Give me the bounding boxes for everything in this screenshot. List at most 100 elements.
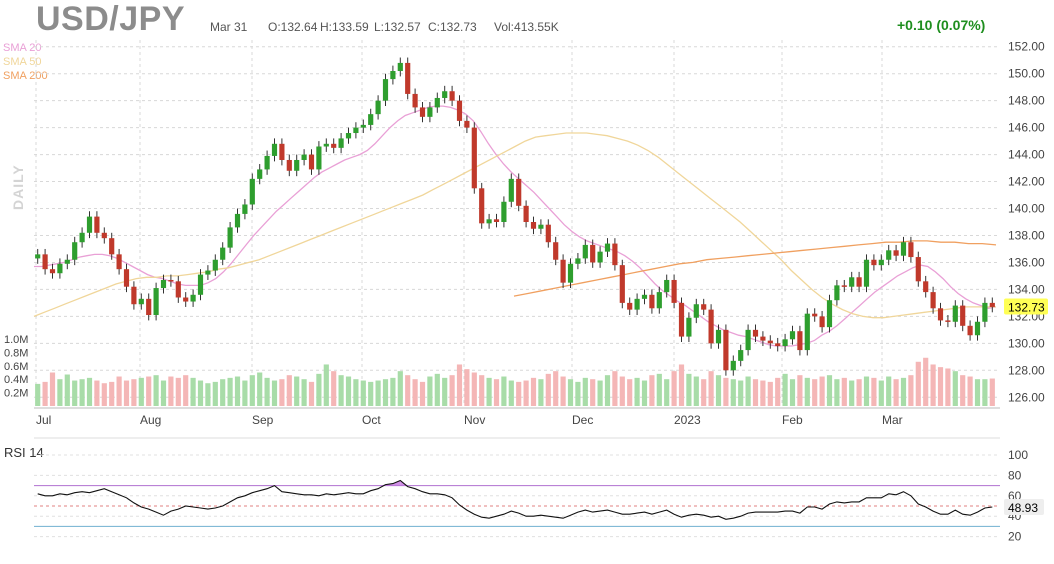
candle-body: [804, 313, 810, 351]
candle-body: [878, 259, 884, 266]
volume-bar: [353, 379, 359, 406]
candle-body: [419, 107, 426, 117]
time-tick-label: Sep: [252, 413, 274, 427]
rsi-overbought-fill: [400, 480, 408, 486]
candle-body: [782, 339, 788, 347]
candle-body: [279, 143, 285, 160]
volume-bar: [553, 371, 559, 406]
price-tick-label: 144.00: [1008, 148, 1045, 162]
price-tick-label: 148.00: [1008, 94, 1045, 108]
candle-body: [331, 143, 337, 148]
volume-bar: [168, 376, 174, 406]
volume-bar: [974, 379, 981, 406]
candle-body: [264, 155, 270, 170]
last-price-label: 132.73: [1008, 301, 1045, 315]
candle-body: [405, 62, 411, 94]
price-tick-label: 150.00: [1008, 67, 1045, 81]
candle-body: [597, 251, 603, 263]
volume-bar: [604, 375, 611, 406]
candle-body: [516, 178, 522, 206]
volume-bar: [42, 381, 48, 406]
candle-body: [553, 242, 559, 260]
price-tick-label: 126.00: [1008, 390, 1045, 404]
volume-tick-label: 0.4M: [4, 374, 28, 386]
volume-bar: [160, 380, 167, 406]
candle-body: [738, 350, 744, 361]
rsi-tick-label: 100: [1008, 448, 1028, 462]
volume-bar: [146, 376, 152, 406]
candle-body: [797, 331, 803, 351]
price-tick-label: 152.00: [1008, 40, 1045, 54]
candle-body: [190, 294, 196, 302]
volume-bar: [893, 379, 899, 406]
candle-body: [42, 254, 48, 270]
candle-body: [390, 71, 396, 80]
candles[interactable]: [35, 57, 995, 376]
volume-bar: [871, 377, 877, 406]
volume-bar: [538, 379, 544, 406]
price-tick-label: 140.00: [1008, 202, 1045, 216]
sma20-legend[interactable]: SMA 20: [3, 42, 42, 54]
time-tick-label: Dec: [572, 413, 593, 427]
candle-body: [345, 133, 352, 139]
volume-bar: [915, 361, 921, 406]
volume-bar: [286, 375, 292, 406]
candle-body: [368, 114, 374, 125]
candle-body: [227, 227, 233, 248]
candle-body: [819, 316, 825, 328]
candle-body: [678, 302, 685, 337]
candle-body: [338, 138, 344, 148]
volume-bar: [242, 380, 248, 406]
candle-body: [360, 124, 366, 128]
candle-body: [72, 242, 78, 260]
candle-body: [160, 279, 167, 289]
volume-bar: [442, 377, 448, 406]
volume-bar: [227, 377, 233, 406]
volume-bar: [708, 371, 714, 406]
close-readout: C:132.73: [428, 20, 477, 34]
candle-body: [501, 201, 507, 222]
rsi-tick-label: 80: [1008, 468, 1022, 482]
candle-body: [923, 281, 929, 293]
candle-body: [893, 250, 899, 256]
volume-bar: [989, 378, 995, 406]
candle-body: [627, 302, 633, 310]
sma50-legend[interactable]: SMA 50: [3, 56, 42, 68]
candle-body: [826, 300, 833, 328]
candle-body: [382, 79, 389, 101]
volume-bar: [826, 375, 833, 406]
volume-bar: [301, 379, 307, 406]
candle-body: [701, 304, 707, 310]
last-price-tag: [1004, 298, 1048, 315]
volume-bar: [693, 376, 699, 406]
candle-body: [220, 247, 226, 260]
date-readout: Mar 31: [210, 20, 248, 34]
candle-body: [64, 259, 70, 264]
volume-bar: [205, 383, 211, 406]
volume-bar: [886, 376, 892, 406]
candle-body: [212, 259, 218, 271]
volume-bar: [789, 379, 796, 406]
candle-body: [671, 279, 677, 303]
candle-body: [715, 329, 722, 344]
volume-tick-label: 0.8M: [4, 347, 28, 359]
candle-body: [871, 259, 877, 266]
candle-body: [856, 277, 862, 287]
price-tick-label: 128.00: [1008, 363, 1045, 377]
candle-body: [908, 242, 914, 258]
volume-bar: [671, 371, 677, 406]
candle-body: [471, 127, 477, 189]
candle-body: [131, 286, 137, 305]
volume-bar: [331, 371, 337, 406]
volume-bar: [678, 364, 685, 406]
volume-bar: [590, 379, 596, 406]
volume-bar: [86, 377, 93, 406]
volume-bar: [412, 379, 418, 406]
volume-bar: [397, 371, 403, 406]
time-tick-label: 2023: [674, 413, 701, 427]
candle-body: [301, 154, 307, 160]
volume-bar: [937, 367, 944, 406]
volume-bar: [109, 381, 115, 406]
